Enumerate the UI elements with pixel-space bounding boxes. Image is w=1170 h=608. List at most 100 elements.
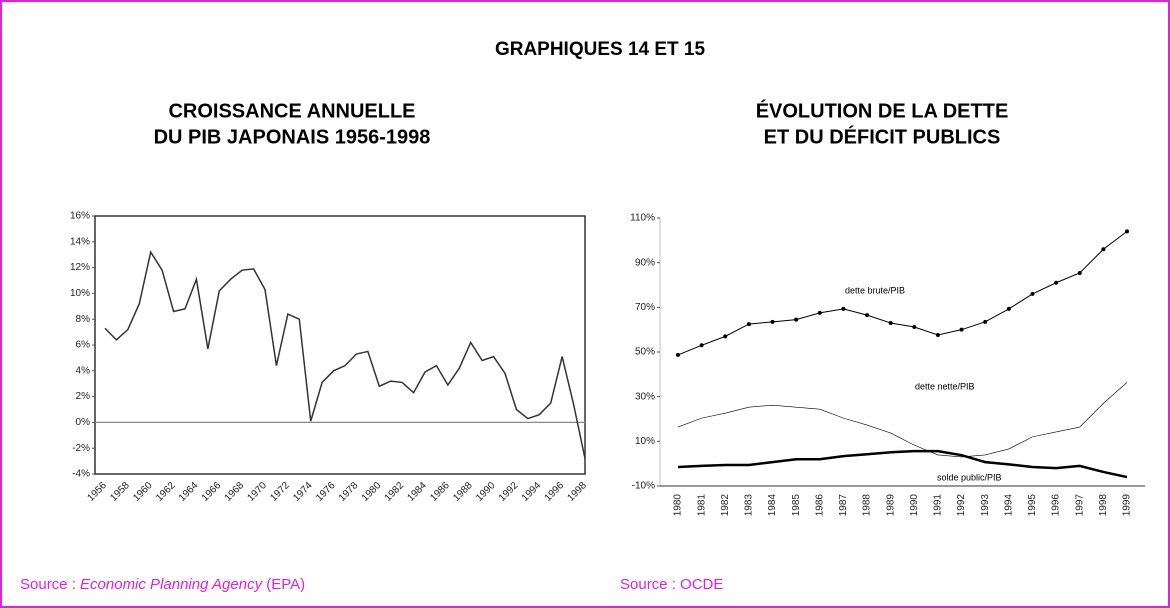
line	[104, 250, 586, 459]
x-tick-label: 1984	[405, 480, 429, 504]
x-tick-label: 1997	[1074, 494, 1085, 517]
y-tick-label: 30%	[635, 391, 655, 402]
x-tick-label: 1992	[956, 494, 967, 517]
chart-title: ET DU DÉFICIT PUBLICS	[764, 125, 1001, 148]
line	[677, 231, 1128, 356]
x-tick-label: 1989	[885, 494, 896, 517]
source: Source : Economic Planning Agency (EPA)	[20, 576, 305, 593]
point	[1006, 306, 1011, 311]
x-tick-label: 1980	[360, 480, 384, 504]
point	[959, 327, 964, 332]
y-tick-label: 12%	[70, 262, 90, 273]
chart-title: CROISSANCE ANNUELLE	[168, 100, 415, 122]
series-label: dette brute/PIB	[845, 285, 905, 295]
plot-frame	[94, 215, 586, 475]
x-tick-label: 1986	[814, 494, 825, 517]
source-part: Economic Planning Agency	[80, 576, 264, 593]
y-tick-label: 4%	[76, 365, 91, 376]
x-tick-label: 1986	[428, 480, 452, 504]
y-tick-label: 16%	[70, 211, 90, 222]
x-tick-label: 1988	[862, 494, 873, 517]
y-tick-label: -2%	[72, 443, 90, 454]
x-tick-label: 1968	[223, 480, 247, 504]
x-tick-label: 1981	[696, 494, 707, 517]
page-title: GRAPHIQUES 14 ET 15	[495, 39, 706, 60]
x-tick-label: 1996	[543, 480, 567, 504]
x-tick-label: 1980	[673, 494, 684, 517]
point	[676, 352, 680, 357]
x-tick-label: 1960	[131, 480, 155, 504]
chart-title: ÉVOLUTION DE LA DETTE	[756, 99, 1009, 122]
y-tick-label: -10%	[632, 481, 655, 492]
x-tick-label: 1982	[383, 480, 407, 504]
x-tick-label: 1970	[245, 480, 269, 504]
y-tick-label: 2%	[76, 391, 91, 402]
point	[1054, 280, 1059, 285]
point	[699, 343, 704, 348]
x-tick-label: 1966	[200, 480, 224, 504]
point	[865, 313, 870, 318]
point	[817, 310, 822, 315]
x-tick-label: 1987	[838, 494, 849, 517]
x-tick-label: 1956	[85, 480, 109, 504]
x-tick-label: 1958	[108, 480, 132, 504]
x-tick-label: 1974	[291, 480, 315, 504]
y-tick-label: 110%	[630, 213, 655, 224]
point	[1101, 247, 1106, 252]
line	[677, 449, 1128, 479]
y-tick-label: 8%	[76, 314, 91, 325]
series-label: dette nette/PIB	[915, 381, 975, 391]
point	[912, 324, 917, 329]
y-tick-label: -4%	[72, 469, 90, 480]
x-tick-label: 1996	[1051, 494, 1062, 517]
x-tick-label: 1984	[767, 494, 778, 517]
x-tick-label: 1998	[565, 480, 589, 504]
point	[841, 306, 846, 311]
x-tick-label: 1983	[744, 494, 755, 517]
y-tick-label: 90%	[635, 257, 655, 268]
point	[888, 320, 893, 325]
x-tick-label: 1978	[337, 480, 361, 504]
x-tick-label: 1995	[1027, 494, 1038, 517]
line	[677, 382, 1128, 458]
x-tick-label: 1982	[720, 494, 731, 517]
point	[1030, 291, 1035, 296]
x-tick-label: 1962	[154, 480, 178, 504]
x-tick-label: 1994	[520, 480, 544, 504]
point	[723, 334, 728, 339]
x-tick-label: 1972	[268, 480, 292, 504]
y-tick-label: 14%	[70, 236, 90, 247]
chart-title: DU PIB JAPONAIS 1956-1998	[154, 126, 431, 148]
x-tick-label: 1964	[177, 480, 201, 504]
point	[1077, 270, 1082, 275]
point	[746, 322, 751, 327]
series-label: solde public/PIB	[937, 472, 1002, 482]
y-tick-label: 10%	[635, 436, 655, 447]
source-part: (EPA)	[262, 576, 305, 593]
x-tick-label: 1988	[451, 480, 475, 504]
point	[983, 319, 988, 324]
x-tick-label: 1985	[791, 494, 802, 517]
point	[770, 319, 775, 324]
source-part: Source : OCDE	[620, 576, 723, 593]
y-tick-label: 50%	[635, 347, 655, 358]
x-tick-label: 1990	[909, 494, 920, 517]
x-tick-label: 1992	[497, 480, 521, 504]
x-tick-label: 1990	[474, 480, 498, 504]
source-part: Source :	[20, 576, 80, 593]
x-tick-label: 1999	[1122, 494, 1133, 517]
x-tick-label: 1998	[1098, 494, 1109, 517]
x-tick-label: 1991	[933, 494, 944, 517]
x-tick-label: 1993	[980, 494, 991, 517]
x-tick-label: 1994	[1003, 494, 1014, 517]
y-tick-label: 0%	[76, 417, 91, 428]
y-tick-label: 70%	[635, 302, 655, 313]
source: Source : OCDE	[620, 576, 723, 593]
y-tick-label: 6%	[76, 340, 91, 351]
y-tick-label: 10%	[70, 288, 90, 299]
point	[794, 317, 799, 322]
point	[935, 333, 940, 338]
point	[1125, 229, 1129, 234]
